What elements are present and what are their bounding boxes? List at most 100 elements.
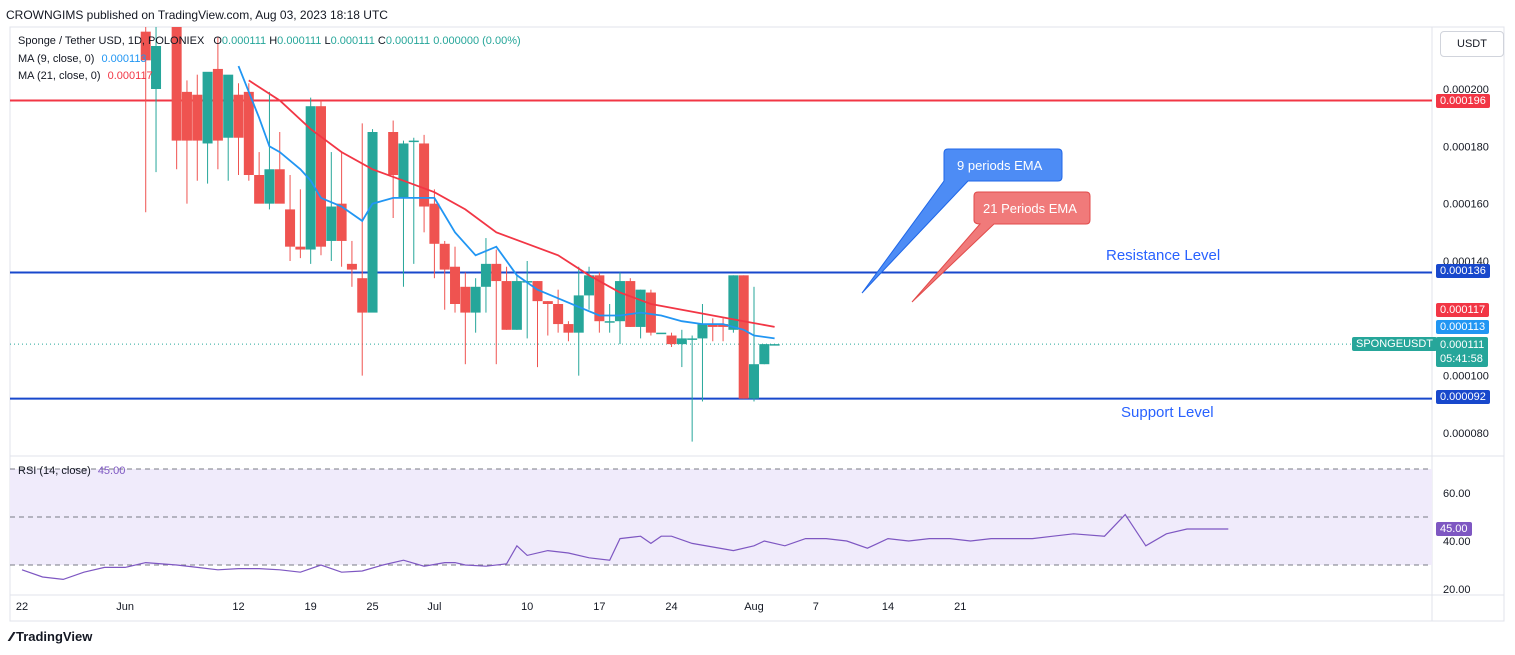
candle-up: [728, 275, 739, 333]
price-tag-resistance: 0.000136: [1436, 264, 1490, 278]
ema9-callout-box: [861, 148, 1063, 294]
candle-up: [697, 304, 708, 402]
candle-body: [676, 338, 687, 345]
tradingview-brand[interactable]: ⁄⁄ TradingView: [10, 629, 92, 644]
candle-body: [388, 132, 399, 175]
candle-body: [192, 94, 203, 141]
candle-body: [759, 344, 770, 365]
currency-button[interactable]: USDT: [1440, 31, 1504, 57]
ma9-value: 0.000113: [101, 53, 147, 65]
price-tag-upper-level: 0.000196: [1436, 94, 1490, 108]
change-value: 0.000000 (0.00%): [433, 35, 521, 47]
candle-body: [254, 175, 265, 204]
candle-body: [480, 263, 491, 287]
rsi-legend: RSI (14, close) 45.00: [18, 465, 125, 477]
candle-body: [285, 209, 296, 247]
candle-body: [398, 143, 409, 198]
candle-down: [429, 189, 440, 279]
candle-up: [635, 289, 646, 339]
candle-body: [408, 140, 419, 143]
rsi-tick-label: 20.00: [1443, 584, 1471, 596]
candle-down: [419, 134, 430, 233]
symbol-tag: SPONGEUSDT: [1352, 337, 1438, 351]
candle-body: [769, 344, 780, 346]
candle-body: [707, 324, 718, 327]
candle-down: [707, 318, 718, 342]
rsi-label: RSI (14, close): [18, 465, 91, 477]
rsi-legend-value: 45.00: [97, 465, 126, 477]
high-value: 0.000111: [277, 35, 322, 47]
candle-up: [511, 275, 522, 330]
price-tick-label: 0.000100: [1443, 371, 1489, 383]
ma21-line: [248, 79, 775, 328]
candle-body: [656, 332, 667, 335]
candle-body: [728, 275, 739, 330]
price-tick-label: 0.000200: [1443, 84, 1489, 96]
ema9-callout-label: 9 periods EMA: [957, 158, 1043, 173]
low-label: L: [324, 35, 331, 47]
candle-down: [718, 318, 729, 342]
price-tick-label: 0.000080: [1443, 428, 1489, 440]
candle-down: [491, 249, 502, 365]
ma9-legend: MA (9, close, 0) 0.000113: [18, 53, 147, 65]
open-value: 0.000111: [221, 35, 267, 47]
candle-body: [553, 304, 564, 325]
candle-body: [326, 206, 337, 241]
candle-down: [254, 152, 265, 204]
resistance-label: Resistance Level: [1106, 247, 1221, 264]
moving-averages: [237, 65, 775, 340]
candle-body: [614, 281, 625, 322]
candle-body: [635, 289, 646, 327]
candle-body: [718, 324, 729, 327]
candle-body: [223, 74, 234, 138]
chart-border: [9, 26, 1505, 622]
candle-body: [666, 335, 677, 345]
candle-up: [326, 152, 337, 261]
candle-down: [532, 281, 543, 368]
candle-body: [697, 324, 708, 339]
time-tick-label: 21: [954, 601, 966, 613]
candle-body: [594, 275, 605, 322]
time-tick-label: 17: [593, 601, 605, 613]
candle-up: [604, 304, 615, 333]
candle-down: [346, 240, 357, 287]
time-tick-label: 19: [305, 601, 317, 613]
rsi-tick-label: 40.00: [1443, 536, 1471, 548]
rsi-pane: [10, 468, 1432, 581]
candle-up: [614, 272, 625, 345]
candle-down: [140, 27, 151, 213]
time-tick-label: 25: [366, 601, 378, 613]
support-label: Support Level: [1121, 404, 1214, 421]
candle-up: [202, 71, 213, 184]
candle-up: [151, 27, 162, 173]
candle-body: [563, 324, 574, 333]
candle-body: [687, 338, 698, 340]
candle-down: [243, 83, 254, 181]
candle-down: [357, 123, 368, 376]
ema21-callout-label: 21 Periods EMA: [983, 201, 1077, 216]
candle-up: [676, 329, 687, 368]
candle-body: [542, 301, 553, 304]
candle-body: [305, 106, 316, 250]
candle-body: [604, 321, 615, 323]
candle-body: [645, 292, 656, 333]
ma21-value: 0.000117: [107, 70, 153, 82]
candle-up: [584, 266, 595, 310]
candle-body: [749, 364, 760, 399]
candle-down: [388, 120, 399, 218]
publisher-line: CROWNGIMS published on TradingView.com, …: [6, 8, 388, 22]
candle-body: [584, 275, 595, 296]
time-tick-label: 14: [882, 601, 894, 613]
candle-up: [264, 91, 275, 210]
price-tag-ma9: 0.000113: [1436, 320, 1490, 334]
last-price-value: 0.000111: [1440, 339, 1485, 351]
candle-body: [439, 243, 450, 270]
candle-body: [573, 295, 584, 333]
time-tick-label: 10: [521, 601, 533, 613]
candle-body: [625, 281, 636, 327]
time-tick-label: 22: [16, 601, 28, 613]
candle-body: [315, 106, 326, 247]
candle-body: [367, 132, 378, 313]
candle-down: [501, 266, 512, 330]
